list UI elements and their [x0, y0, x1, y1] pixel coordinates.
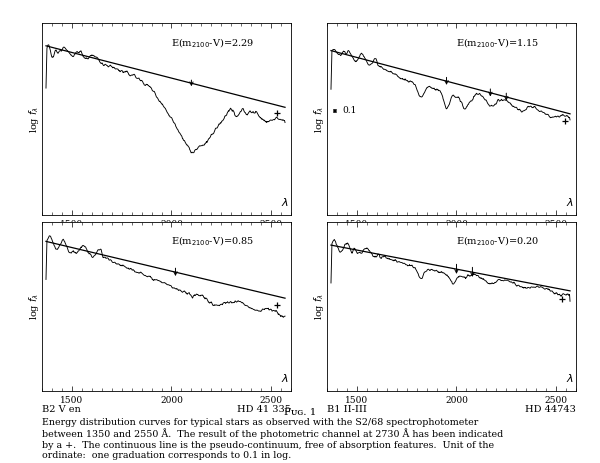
- Text: $\lambda$: $\lambda$: [566, 372, 574, 384]
- Text: O6f: O6f: [42, 231, 59, 240]
- Text: E(m$_{2100}$-V)=0.20: E(m$_{2100}$-V)=0.20: [457, 234, 539, 248]
- Text: E(m$_{2100}$-V)=2.29: E(m$_{2100}$-V)=2.29: [172, 37, 254, 50]
- Text: HD 210839: HD 210839: [234, 231, 291, 240]
- Text: B1 II-III: B1 II-III: [327, 405, 367, 414]
- Text: HD 44743: HD 44743: [525, 405, 576, 414]
- Text: Energy distribution curves for typical stars as observed with the S2/68 spectrop: Energy distribution curves for typical s…: [42, 418, 503, 460]
- Text: $\lambda$: $\lambda$: [281, 372, 289, 384]
- Y-axis label: log $f_\lambda$: log $f_\lambda$: [311, 293, 326, 320]
- Text: E(m$_{2100}$-V)=0.85: E(m$_{2100}$-V)=0.85: [172, 234, 254, 248]
- Y-axis label: log $f_\lambda$: log $f_\lambda$: [26, 293, 41, 320]
- Text: Fᴜɢ. 1: Fᴜɢ. 1: [284, 408, 316, 417]
- Text: $\lambda$: $\lambda$: [566, 195, 574, 207]
- Text: HD 40111: HD 40111: [525, 231, 576, 240]
- Text: B1 Ib: B1 Ib: [327, 231, 354, 240]
- Text: HD 41 335: HD 41 335: [237, 405, 291, 414]
- Text: $\lambda$: $\lambda$: [281, 195, 289, 207]
- Text: 0.1: 0.1: [342, 106, 356, 115]
- Y-axis label: log $f_\lambda$: log $f_\lambda$: [26, 106, 41, 133]
- Text: E(m$_{2100}$-V)=1.15: E(m$_{2100}$-V)=1.15: [457, 37, 539, 50]
- Text: B2 V en: B2 V en: [42, 405, 81, 414]
- Y-axis label: log $f_\lambda$: log $f_\lambda$: [311, 106, 326, 133]
